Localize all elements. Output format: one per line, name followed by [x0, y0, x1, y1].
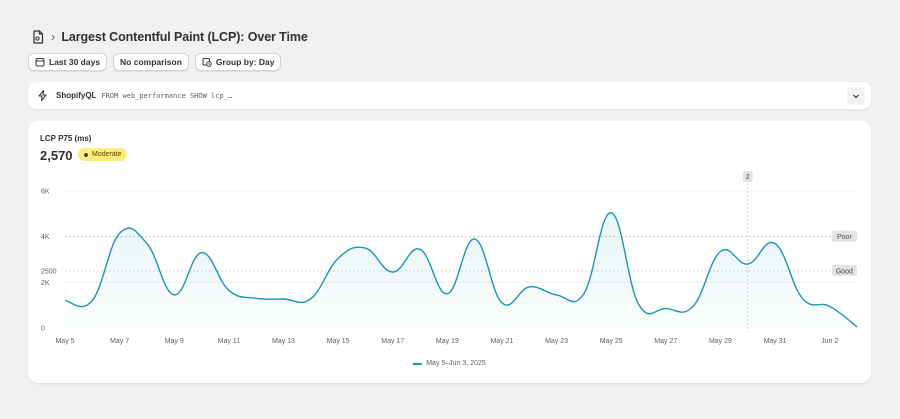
y-tick-label: 2K [41, 280, 50, 287]
metric-value: 2,570 [40, 148, 73, 163]
series-line [64, 211, 858, 328]
comparison-button[interactable]: No comparison [113, 53, 189, 71]
lcp-line-chart: 0 2K 2500 4K 6K Poor Good 2 May 5 May 7 May 9 May 1… [41, 171, 858, 345]
legend-label: May 5–Jun 3, 2025 [426, 360, 486, 367]
y-tick-label: 6K [41, 189, 50, 196]
x-tick-label: Jun 2 [821, 338, 838, 345]
legend-swatch [413, 362, 423, 365]
calendar-icon [35, 58, 45, 67]
status-badge-label: Moderate [92, 151, 122, 158]
threshold-label-bg [831, 264, 857, 276]
status-dot-icon [83, 151, 89, 158]
page-header: › Largest Contentful Paint (LCP): Over T… [32, 29, 308, 44]
x-tick-label: May 19 [436, 338, 459, 345]
x-tick-label: May 21 [490, 338, 513, 345]
x-tick-label: May 11 [218, 338, 241, 345]
x-tick-label: May 31 [764, 338, 787, 345]
chevron-down-icon [853, 94, 859, 99]
page-title: Largest Contentful Paint (LCP): Over Tim… [61, 29, 308, 44]
page-icon [33, 29, 44, 44]
x-tick-label: May 5 [55, 338, 74, 345]
x-tick-label: May 29 [709, 338, 732, 345]
chart-legend[interactable]: May 5–Jun 3, 2025 [28, 360, 871, 367]
x-tick-label: May 9 [165, 338, 184, 345]
comparison-label: No comparison [120, 57, 182, 67]
y-tick-label: 0 [41, 326, 45, 333]
calendar-clock-icon [202, 58, 212, 67]
x-tick-label: May 17 [381, 338, 404, 345]
threshold-label: Poor [837, 234, 852, 241]
threshold-label: Good [836, 268, 853, 275]
shopifyql-bar[interactable]: ShopifyQL FROM web_performance SHOW lcp_… [28, 82, 871, 109]
shopifyql-label: ShopifyQL [56, 91, 97, 100]
date-range-label: Last 30 days [49, 57, 101, 67]
x-tick-label: May 15 [327, 338, 350, 345]
metric-label: LCP P75 (ms) [40, 134, 92, 143]
chevron-right-icon: › [51, 29, 56, 44]
x-tick-label: May 7 [110, 338, 129, 345]
lightning-icon [38, 90, 47, 101]
group-by-button[interactable]: Group by: Day [194, 53, 282, 71]
y-tick-label: 2500 [41, 268, 57, 275]
hover-label-bg [742, 171, 753, 182]
x-tick-label: May 23 [545, 338, 568, 345]
x-tick-label: May 27 [654, 338, 677, 345]
query-text: FROM web_performance SHOW lcp_… [101, 91, 233, 100]
chart-card: LCP P75 (ms) 2,570 Moderate 0 2K 2500 4K 6K P… [28, 121, 871, 383]
y-tick-label: 4K [41, 234, 50, 241]
hover-label: 2 [746, 174, 750, 181]
series-area [65, 212, 857, 328]
group-by-label: Group by: Day [215, 57, 275, 67]
expand-query-button[interactable] [847, 87, 865, 105]
filter-bar: Last 30 days No comparison Group by: Day [28, 53, 282, 71]
threshold-label-bg [831, 230, 857, 242]
x-tick-label: May 13 [272, 338, 295, 345]
status-badge: Moderate [78, 148, 127, 161]
x-tick-label: May 25 [600, 338, 623, 345]
date-range-button[interactable]: Last 30 days [28, 53, 108, 71]
